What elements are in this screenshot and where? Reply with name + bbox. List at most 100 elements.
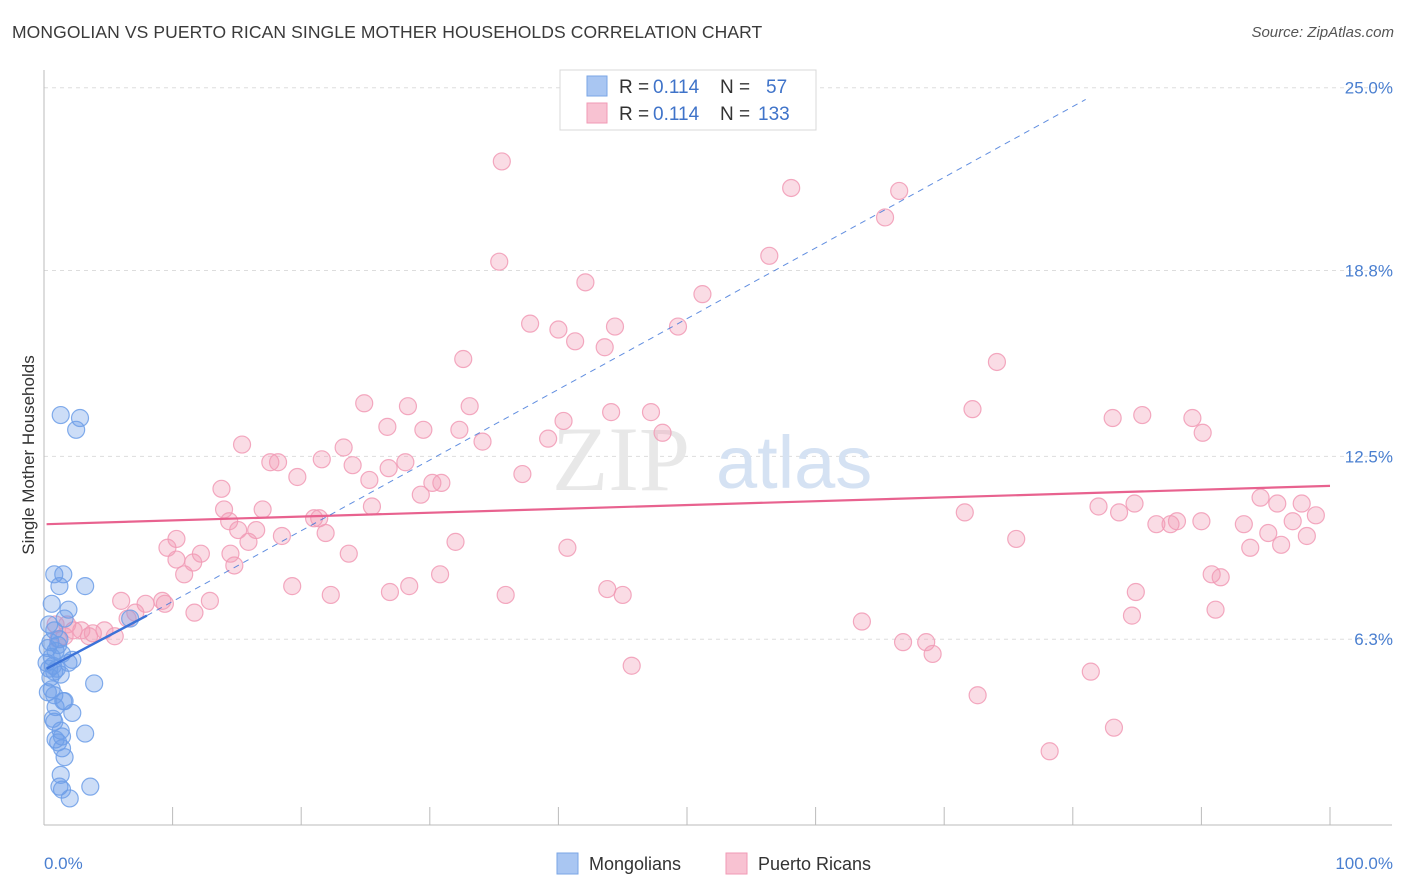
- puerto-ricans-point: [253, 500, 272, 519]
- puerto-ricans-point: [1104, 718, 1124, 737]
- puerto-ricans-point: [1103, 408, 1122, 428]
- x-tick-label-min: 0.0%: [44, 854, 83, 873]
- puerto-ricans-point: [239, 532, 258, 551]
- mongolians-point: [46, 697, 65, 717]
- mongolians-point: [81, 777, 100, 796]
- puerto-ricans-point: [200, 591, 219, 610]
- puerto-ricans-point: [411, 485, 430, 504]
- puerto-ricans-point: [893, 633, 913, 652]
- puerto-ricans-point: [605, 317, 625, 336]
- puerto-ricans-point: [1268, 494, 1287, 513]
- puerto-ricans-point: [79, 627, 99, 646]
- mongolians-point: [59, 600, 78, 619]
- puerto-ricans-point: [968, 686, 987, 705]
- puerto-ricans-trend-line: [46, 484, 1331, 526]
- y-tick-label: 6.3%: [1354, 630, 1393, 649]
- mongolians-point: [63, 703, 82, 723]
- mongolians-point: [70, 408, 90, 428]
- puerto-ricans-point: [1183, 408, 1202, 428]
- puerto-ricans-point: [513, 464, 532, 484]
- legend-r-label-puerto-ricans: R =: [619, 104, 649, 125]
- puerto-ricans-point: [693, 285, 712, 304]
- puerto-ricans-point: [1133, 405, 1152, 425]
- puerto-ricans-point: [875, 208, 895, 227]
- puerto-ricans-point: [360, 470, 379, 490]
- puerto-ricans-point: [890, 181, 909, 201]
- puerto-ricans-point: [1251, 488, 1270, 507]
- puerto-ricans-point: [232, 435, 252, 454]
- puerto-ricans-point: [1007, 529, 1026, 549]
- mongolians-point: [85, 674, 104, 693]
- puerto-ricans-point: [1192, 512, 1211, 531]
- bottom-legend: Mongolians Puerto Ricans: [556, 852, 871, 875]
- puerto-ricans-point: [1241, 538, 1260, 557]
- puerto-ricans-point: [112, 591, 131, 610]
- puerto-ricans-point: [283, 577, 302, 596]
- puerto-ricans-point: [1234, 515, 1253, 534]
- puerto-ricans-point: [225, 556, 244, 575]
- legend-n-label-mongolians: N =: [720, 77, 750, 98]
- puerto-ricans-point: [268, 453, 288, 472]
- puerto-ricans-point: [1040, 742, 1059, 761]
- puerto-ricans-point: [339, 544, 358, 563]
- puerto-ricans-point: [343, 456, 362, 475]
- puerto-ricans-point: [355, 394, 374, 413]
- puerto-ricans-point: [549, 320, 568, 339]
- puerto-ricans-point: [782, 178, 801, 198]
- puerto-ricans-point: [492, 152, 511, 171]
- chart-title: MONGOLIAN VS PUERTO RICAN SINGLE MOTHER …: [12, 22, 763, 42]
- puerto-ricans-point: [595, 338, 614, 357]
- y-tick-label: 18.8%: [1345, 262, 1393, 281]
- legend: R = 0.114 N = 57 R = 0.114 N = 133: [559, 69, 817, 131]
- puerto-ricans-point: [760, 246, 779, 265]
- puerto-ricans-point: [185, 603, 204, 622]
- puerto-ricans-point: [167, 550, 186, 569]
- mongolians-point: [76, 724, 95, 743]
- legend-swatch-mongolians: [586, 75, 608, 97]
- puerto-ricans-point: [955, 503, 974, 522]
- puerto-ricans-point: [558, 538, 577, 557]
- puerto-ricans-point: [175, 565, 194, 584]
- legend-r-value-mongolians: 0.114: [653, 77, 700, 98]
- puerto-ricans-point: [1292, 494, 1311, 513]
- y-tick-label: 12.5%: [1345, 447, 1393, 466]
- puerto-ricans-point: [566, 332, 585, 351]
- puerto-ricans-point: [1272, 535, 1291, 554]
- puerto-ricans-point: [432, 473, 451, 492]
- mongolians-trend-line: [46, 614, 148, 670]
- puerto-ricans-point: [321, 585, 340, 605]
- puerto-ricans-point: [362, 497, 382, 516]
- puerto-ricans-point: [379, 459, 398, 478]
- puerto-ricans-point: [598, 579, 617, 599]
- mongolians-point: [76, 577, 95, 596]
- mongolians-point: [50, 577, 69, 596]
- legend-r-label-mongolians: R =: [619, 77, 649, 98]
- puerto-ricans-point: [334, 438, 353, 457]
- puerto-ricans-point: [396, 453, 415, 472]
- puerto-ricans-point: [1206, 600, 1225, 619]
- puerto-ricans-point: [653, 423, 672, 442]
- x-axis-ticks: [172, 807, 1331, 825]
- puerto-ricans-point: [1125, 494, 1144, 513]
- mongolians-point: [45, 621, 64, 640]
- puerto-ricans-point: [576, 273, 595, 292]
- puerto-ricans-points: [46, 152, 1325, 761]
- puerto-ricans-point: [414, 420, 433, 439]
- puerto-ricans-point: [1126, 582, 1145, 602]
- puerto-ricans-point: [602, 403, 621, 422]
- puerto-ricans-point: [668, 317, 688, 336]
- bottom-legend-label-puerto-ricans: Puerto Ricans: [758, 854, 871, 874]
- watermark: ZIP atlas: [552, 408, 872, 510]
- puerto-ricans-point: [554, 411, 573, 431]
- puerto-ricans-point: [430, 565, 450, 584]
- mongolians-point: [40, 615, 59, 634]
- puerto-ricans-point: [1259, 523, 1278, 543]
- puerto-ricans-point: [312, 450, 331, 469]
- puerto-ricans-point: [1167, 512, 1187, 531]
- puerto-ricans-point: [987, 352, 1007, 372]
- mongolians-point: [54, 565, 73, 584]
- puerto-ricans-point: [1297, 526, 1316, 546]
- bottom-legend-swatch-mongolians: [556, 852, 579, 875]
- puerto-ricans-point: [852, 612, 871, 631]
